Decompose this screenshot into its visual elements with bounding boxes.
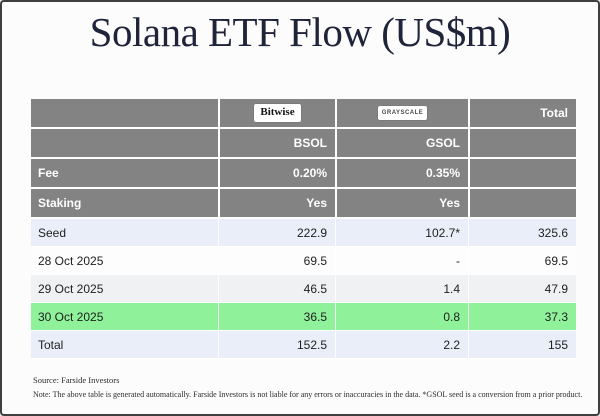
flow-total: 47.9 — [468, 275, 576, 302]
flow-total: 37.3 — [468, 303, 576, 330]
flow-total: 69.5 — [468, 247, 576, 274]
table-row-30-oct-2025-highlighted: 30 Oct 2025 36.5 0.8 37.3 — [31, 303, 576, 331]
total-total: 155 — [468, 331, 576, 358]
flow-gsol: - — [335, 247, 468, 274]
seed-total: 325.6 — [468, 219, 576, 246]
flow-bsol: 36.5 — [218, 303, 335, 330]
flow-gsol: 1.4 — [335, 275, 468, 302]
seed-bsol: 222.9 — [218, 219, 335, 246]
table-row-total: Total 152.5 2.2 155 — [31, 331, 576, 359]
table-row-28-oct-2025: 28 Oct 2025 69.5 - 69.5 — [31, 247, 576, 275]
issuer-row-blank-cell — [31, 99, 218, 127]
flow-bsol: 46.5 — [218, 275, 335, 302]
staking-bsol: Yes — [218, 189, 335, 217]
row-label: Staking — [38, 196, 82, 210]
staking-gsol: Yes — [335, 189, 468, 217]
flow-bsol: 69.5 — [218, 247, 335, 274]
source-line: Source: Farside Investors — [33, 375, 120, 385]
table-row-fee: Fee 0.20% 0.35% — [31, 159, 576, 189]
etf-flow-table: Bitwise GRAYSCALE Total BSOL GSOL Fee 0.… — [31, 99, 576, 359]
total-gsol: 2.2 — [335, 331, 468, 358]
fee-gsol: 0.35% — [335, 159, 468, 187]
row-label: Seed — [38, 225, 67, 240]
page-title: Solana ETF Flow (US$m) — [89, 9, 511, 55]
table-row-tickers: BSOL GSOL — [31, 129, 576, 159]
note-line: Note: The above table is generated autom… — [33, 390, 583, 399]
row-label: Fee — [38, 166, 59, 180]
grayscale-logo: GRAYSCALE — [377, 106, 428, 120]
flow-gsol: 0.8 — [335, 303, 468, 330]
seed-gsol: 102.7* — [335, 219, 468, 246]
ticker-gsol: GSOL — [335, 129, 468, 157]
table-row-staking: Staking Yes Yes — [31, 189, 576, 219]
table-row-seed: Seed 222.9 102.7* 325.6 — [31, 219, 576, 247]
fee-total — [468, 159, 576, 187]
total-column-header: Total — [468, 99, 576, 127]
row-label: 30 Oct 2025 — [38, 309, 104, 324]
bitwise-logo: Bitwise — [254, 104, 301, 122]
row-label: Total — [38, 337, 64, 352]
fee-bsol: 0.20% — [218, 159, 335, 187]
total-bsol: 152.5 — [218, 331, 335, 358]
row-label: 28 Oct 2025 — [38, 253, 104, 268]
table-row-issuers: Bitwise GRAYSCALE Total — [31, 99, 576, 129]
table-row-29-oct-2025: 29 Oct 2025 46.5 1.4 47.9 — [31, 275, 576, 303]
row-label: 29 Oct 2025 — [38, 281, 104, 296]
ticker-bsol: BSOL — [218, 129, 335, 157]
staking-total — [468, 189, 576, 217]
footnotes: Source: Farside Investors Note: The abov… — [33, 375, 583, 399]
